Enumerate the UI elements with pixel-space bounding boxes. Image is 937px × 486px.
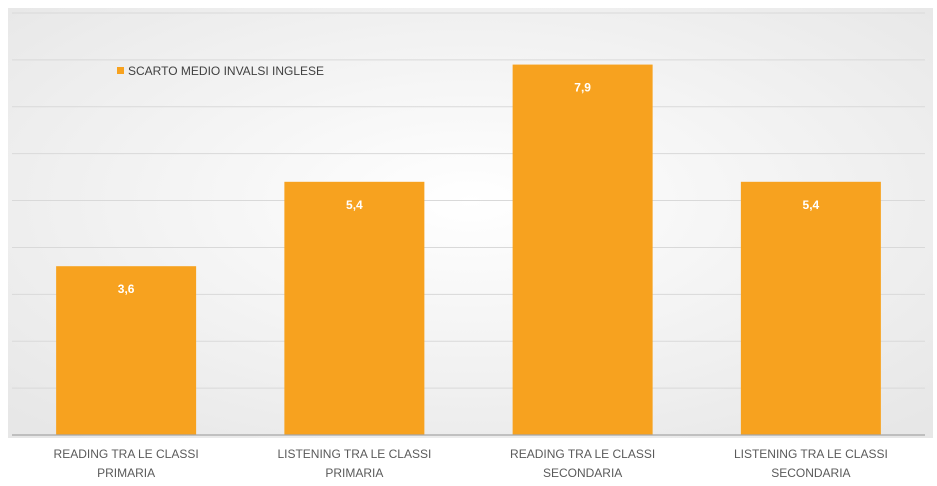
x-tick-label: LISTENING TRA LE CLASSI SECONDARIA bbox=[734, 447, 888, 480]
bar bbox=[512, 64, 653, 436]
x-tick-label-line: READING TRA LE CLASSI bbox=[510, 447, 655, 461]
x-tick-label-line: SECONDARIA bbox=[771, 466, 850, 480]
data-label: 7,9 bbox=[574, 81, 591, 95]
x-tick-label-line: PRIMARIA bbox=[97, 466, 155, 480]
x-tick-label-line: PRIMARIA bbox=[325, 466, 383, 480]
bar bbox=[740, 181, 881, 435]
legend-label: SCARTO MEDIO INVALSI INGLESE bbox=[128, 64, 324, 78]
bars: 3,6 5,4 7,9 5,4 bbox=[56, 64, 881, 436]
data-label: 5,4 bbox=[803, 198, 820, 212]
x-tick-label-line: READING TRA LE CLASSI bbox=[54, 447, 199, 461]
x-tick-label: LISTENING TRA LE CLASSI PRIMARIA bbox=[277, 447, 431, 480]
x-tick-label: READING TRA LE CLASSI SECONDARIA bbox=[510, 447, 655, 480]
x-tick-label-line: LISTENING TRA LE CLASSI bbox=[734, 447, 888, 461]
x-tick-label-line: LISTENING TRA LE CLASSI bbox=[277, 447, 431, 461]
bar bbox=[56, 266, 197, 435]
bar bbox=[284, 181, 425, 435]
x-tick-label-line: SECONDARIA bbox=[543, 466, 622, 480]
legend: SCARTO MEDIO INVALSI INGLESE bbox=[117, 64, 324, 78]
data-label: 5,4 bbox=[346, 198, 363, 212]
data-label: 3,6 bbox=[118, 282, 135, 296]
legend-swatch bbox=[117, 67, 124, 74]
x-tick-label: READING TRA LE CLASSI PRIMARIA bbox=[54, 447, 199, 480]
